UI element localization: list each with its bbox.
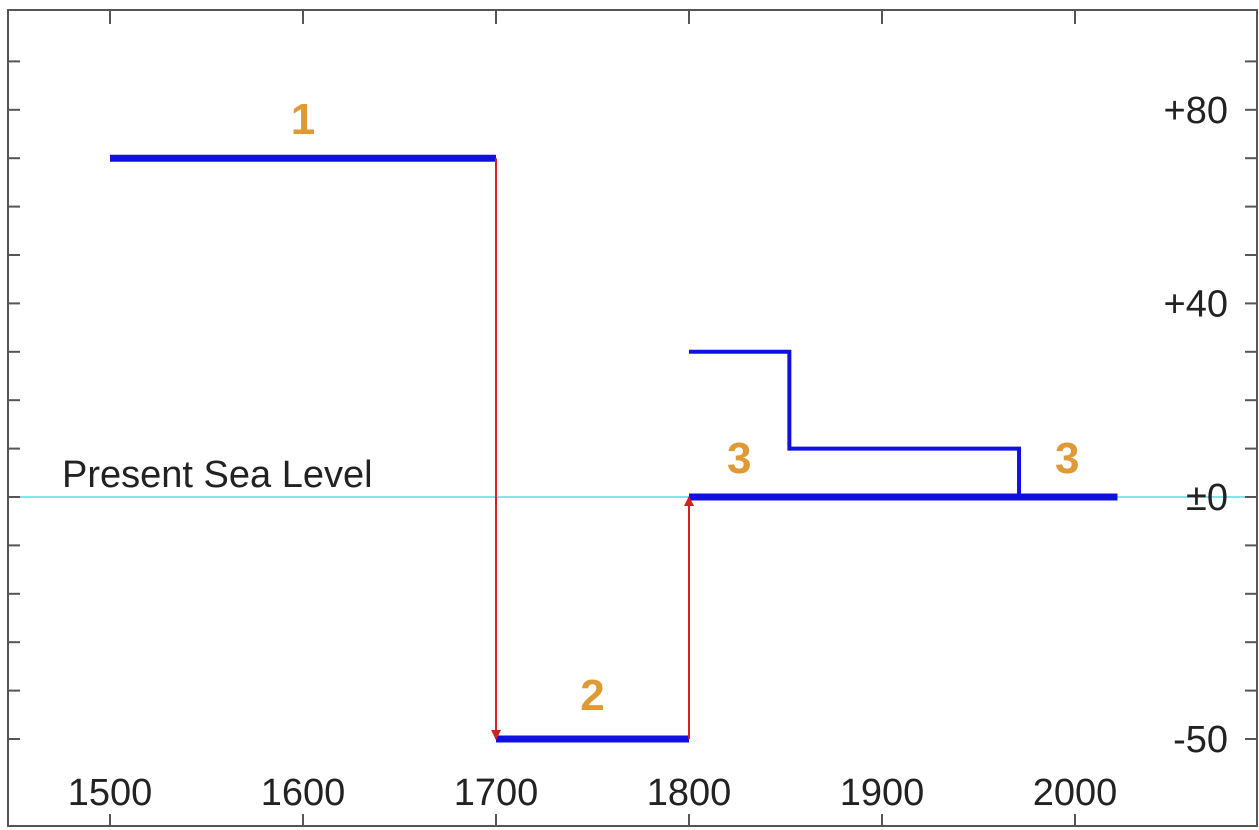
phase-label: 3 (727, 434, 751, 483)
x-tick-label: 1600 (261, 772, 346, 814)
x-tick-label: 2000 (1033, 772, 1118, 814)
series-upper-step (689, 349, 1022, 497)
plot-frame (7, 9, 1258, 827)
phase-label: 2 (580, 671, 604, 720)
y-tick-label: +80 (1164, 90, 1228, 132)
y-tick-label: -50 (1173, 719, 1228, 761)
phase-label: 1 (291, 95, 315, 144)
y-tick-label: ±0 (1186, 477, 1228, 519)
y-tick-label: +40 (1164, 283, 1228, 325)
sea-level-label: Present Sea Level (62, 454, 373, 496)
x-tick-label: 1900 (840, 772, 925, 814)
x-tick-label: 1700 (454, 772, 539, 814)
x-tick-label: 1500 (68, 772, 153, 814)
x-tick-label: 1800 (647, 772, 732, 814)
phase-label: 3 (1055, 434, 1079, 483)
